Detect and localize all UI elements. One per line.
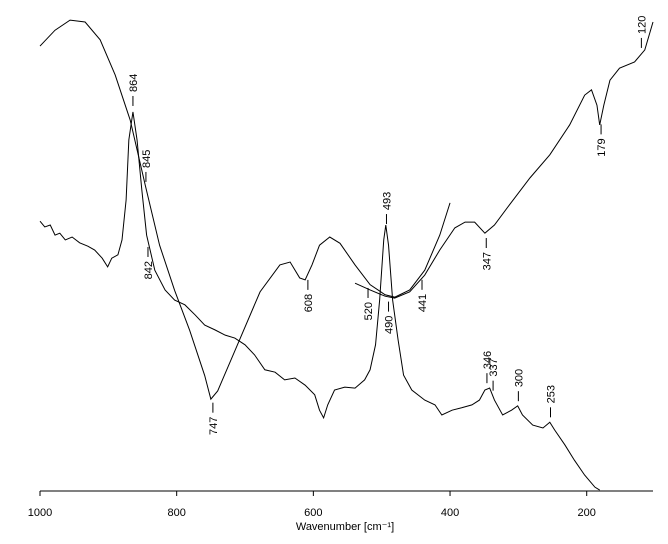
peak-label: 490	[384, 316, 396, 334]
peak-label: 253	[545, 385, 557, 403]
x-tick-label: 800	[167, 507, 185, 519]
peak-label: 842	[143, 261, 155, 279]
peak-label: 493	[381, 192, 393, 210]
peak-label: 441	[417, 294, 429, 312]
peak-label: 520	[363, 302, 375, 320]
peak-label: 608	[303, 294, 315, 312]
spectrum-line	[39, 19, 451, 401]
x-tick-label: 200	[578, 507, 596, 519]
peak-label: 120	[636, 16, 648, 34]
peak-label: 864	[128, 74, 140, 92]
spectrum-line	[39, 111, 600, 491]
peak-label: 300	[513, 369, 525, 387]
x-tick-label: 400	[441, 507, 459, 519]
x-tick-label: 1000	[28, 507, 52, 519]
peak-label: 845	[141, 150, 153, 168]
peak-label: 179	[596, 138, 608, 156]
peak-label: 346	[482, 351, 494, 369]
peak-label: 337	[488, 358, 500, 376]
peak-label: 747	[208, 417, 220, 435]
x-tick-label: 600	[304, 507, 322, 519]
peak-label: 347	[481, 252, 493, 270]
x-axis-label: Wavenumber [cm⁻¹]	[296, 521, 394, 533]
spectrum-line	[354, 21, 654, 299]
